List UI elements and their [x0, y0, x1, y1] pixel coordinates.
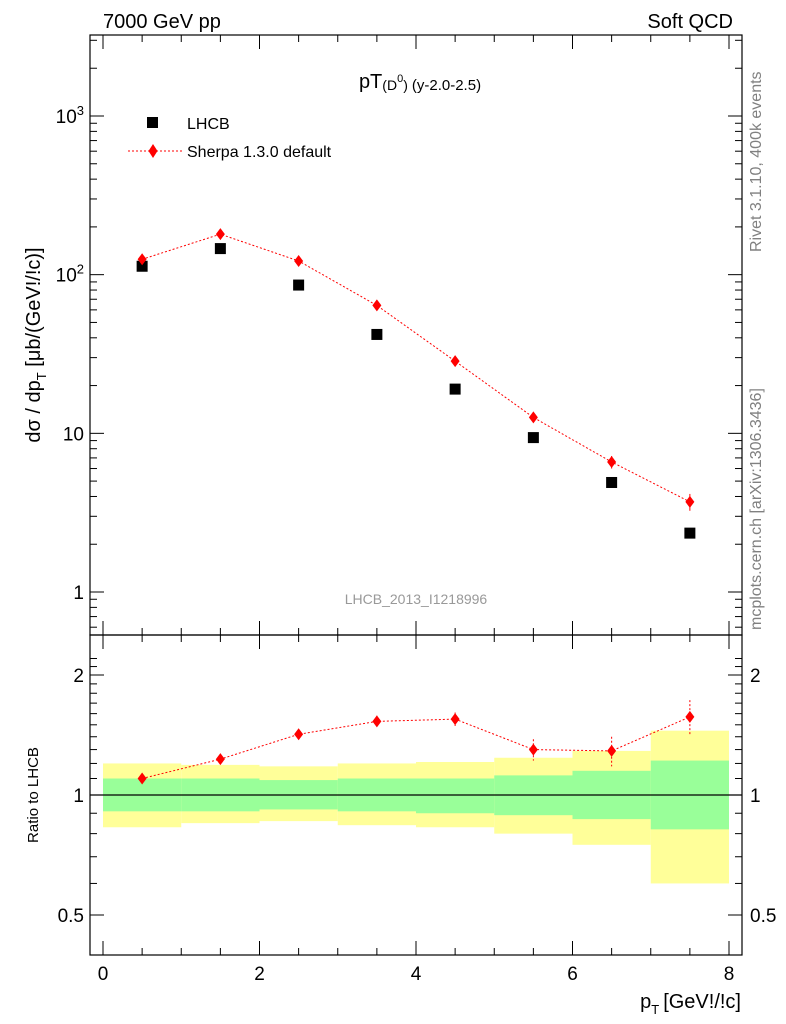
sherpa-point: [137, 253, 147, 266]
lhcb-point: [136, 260, 148, 272]
uncertainty-bands: [103, 730, 729, 884]
lhcb-point: [449, 383, 461, 395]
ratio-y-tick-label-right: 0.5: [750, 906, 776, 927]
sherpa-point: [372, 299, 382, 312]
x-axis-label: pT [GeV!/!c]: [640, 991, 741, 1017]
lhcb-point: [684, 527, 696, 539]
y-label-tail: [μb/(GeV!/!c)]: [23, 247, 45, 372]
axis-tick-labels: 1 10 102 103 0 2 4 6 8 0.5 0.5 1 1 2 2: [56, 103, 777, 985]
ratio-sherpa-point: [294, 728, 304, 741]
band-inner-4: [416, 778, 495, 814]
sherpa-point: [294, 254, 304, 267]
plot-title: pT(D0) (y-2.0-2.5): [359, 71, 481, 94]
y-axis-label: dσ / dpT [μb/(GeV!/!c)]: [23, 247, 49, 442]
plot-title-superscript: 0: [397, 73, 403, 85]
plot-title-paren-close: ): [403, 77, 408, 93]
y-label-sub: T: [34, 372, 49, 380]
lhcb-point: [214, 243, 226, 255]
y-tick-label: 103: [56, 103, 84, 128]
x-tick-label: 8: [724, 964, 735, 985]
lhcb-point: [371, 328, 383, 340]
y-label-main: dσ / dp: [23, 380, 45, 442]
x-tick-label: 4: [411, 964, 422, 985]
sherpa-point: [215, 228, 225, 241]
ratio-y-tick-label-left: 0.5: [58, 906, 84, 927]
mcplots-text: mcplots.cern.ch [arXiv:1306.3436]: [748, 388, 765, 630]
analysis-reference: LHCB_2013_I1218996: [345, 591, 488, 607]
sherpa-point: [450, 355, 460, 368]
x-tick-label: 0: [98, 964, 109, 985]
legend-sherpa-label: Sherpa 1.3.0 default: [187, 144, 332, 161]
ratio-y-label: Ratio to LHCB: [25, 747, 42, 843]
header-right: Soft QCD: [647, 11, 733, 33]
ratio-sherpa-line: [142, 716, 691, 779]
x-tick-label: 6: [567, 964, 578, 985]
lhcb-point: [527, 432, 539, 444]
ratio-sherpa-point: [372, 715, 382, 728]
legend-lhcb-label: LHCB: [187, 116, 230, 133]
plot-title-main: pT: [359, 71, 382, 93]
x-label-main: p: [640, 991, 651, 1013]
y-tick-label: 10: [63, 424, 84, 445]
ratio-y-tick-label-left: 1: [73, 786, 84, 807]
legend-sherpa-marker: [148, 144, 158, 158]
ratio-y-tick-label-right: 2: [750, 666, 761, 687]
legend-lhcb-marker: [147, 117, 158, 128]
ratio-sherpa-point: [685, 710, 695, 723]
ratio-y-tick-label-right: 1: [750, 786, 761, 807]
sherpa-point: [607, 455, 617, 468]
sherpa-point: [528, 411, 538, 424]
ratio-sherpa-point: [215, 753, 225, 766]
x-tick-label: 2: [254, 964, 265, 985]
ratio-sherpa-point: [137, 772, 147, 785]
ratio-y-tick-label-left: 2: [73, 666, 84, 687]
data-points: [136, 228, 696, 785]
header-left: 7000 GeV pp: [103, 11, 221, 33]
plot-title-paren: (: [382, 77, 387, 93]
x-label-sub: T: [651, 1002, 659, 1017]
y-tick-label: 102: [56, 262, 84, 287]
rivet-version-text: Rivet 3.1.10, 400k events: [748, 71, 765, 252]
sherpa-line-group: [141, 233, 691, 779]
axis-ticks: [90, 35, 742, 955]
ratio-sherpa-point: [528, 743, 538, 756]
plot-title-particle: D: [387, 77, 397, 93]
lhcb-point: [606, 476, 618, 488]
ratio-sherpa-point: [607, 744, 617, 757]
ratio-sherpa-point: [450, 713, 460, 726]
lhcb-point: [293, 279, 305, 291]
y-tick-label: 1: [73, 583, 84, 604]
sherpa-point: [685, 495, 695, 508]
plot-title-suffix: (y-2.0-2.5): [412, 77, 481, 94]
x-label-tail: [GeV!/!c]: [663, 991, 741, 1013]
